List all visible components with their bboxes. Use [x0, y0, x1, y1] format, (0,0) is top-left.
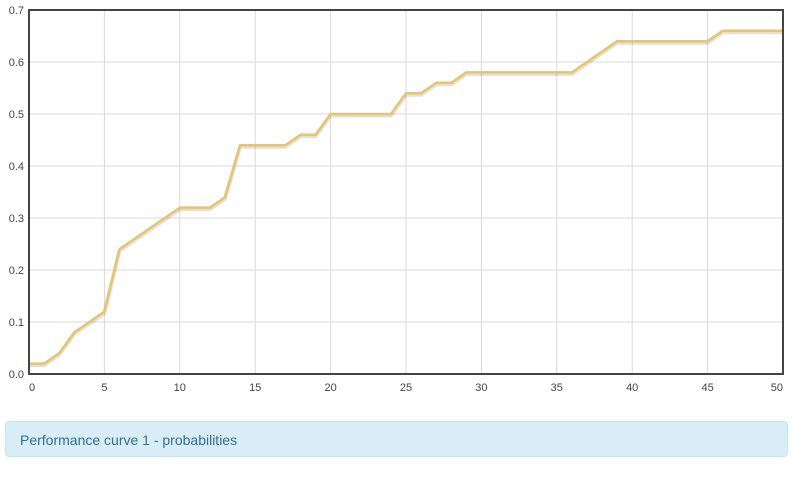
y-tick-label: 0.2	[9, 265, 24, 277]
x-tick-label: 45	[701, 382, 713, 394]
x-tick-label: 30	[475, 382, 487, 394]
line-chart: 0 5 10 15 20 25 30 35 40 45 50 0.00.10.20.30.40.50…	[9, 5, 784, 394]
y-tick-label: 0.7	[9, 5, 24, 17]
y-tick-label: 0.0	[9, 369, 24, 381]
y-tick-label: 0.1	[9, 317, 24, 329]
y-tick-label: 0.5	[9, 109, 24, 121]
chart-caption: Performance curve 1 - probabilities	[5, 421, 788, 457]
chart-container: 0 5 10 15 20 25 30 35 40 45 50 0.0 0.1 0.2 0.3 0.4 0.5 0…	[9, 5, 784, 394]
x-tick-label: 5	[101, 382, 107, 394]
plot-frame	[28, 9, 784, 375]
grid-lines	[28, 9, 784, 375]
x-axis-ticks: 0 5 10 15 20 25 30 35 40 45 50	[29, 382, 783, 394]
x-tick-label: 35	[551, 382, 563, 394]
x-tick-label: 0	[29, 382, 35, 394]
x-tick-label: 25	[400, 382, 412, 394]
y-tick-label: 0.6	[9, 57, 24, 69]
x-tick-label: 15	[249, 382, 261, 394]
x-tick-label: 40	[626, 382, 638, 394]
x-tick-label: 10	[174, 382, 186, 394]
y-tick-label: 0.4	[9, 161, 24, 173]
x-tick-label: 20	[324, 382, 336, 394]
y-axis-ticks: 0.0 0.1 0.2 0.3 0.4 0.5 0.6 0.7	[9, 5, 24, 381]
y-tick-label: 0.3	[9, 213, 24, 225]
x-tick-label: 50	[771, 382, 783, 394]
series-layer	[28, 29, 784, 368]
